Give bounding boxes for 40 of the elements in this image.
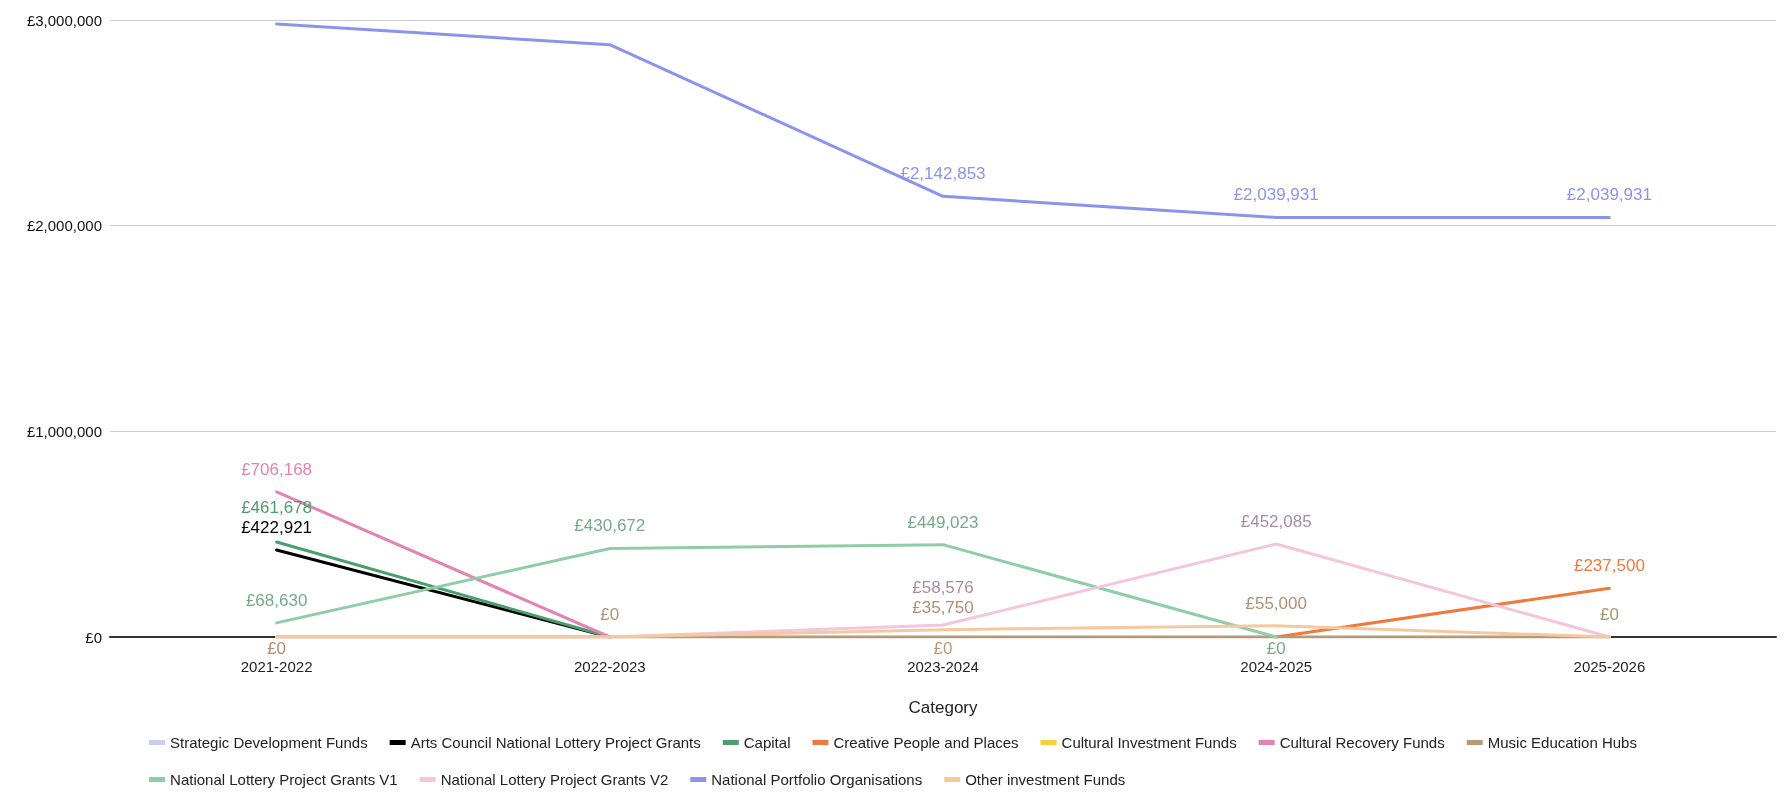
x-axis-title: Category: [908, 698, 978, 717]
x-tick-label: 2025-2026: [1573, 658, 1646, 675]
data-label: £449,023: [907, 512, 979, 532]
data-label: £2,039,931: [1233, 185, 1319, 205]
legend-label: Cultural Recovery Funds: [1279, 734, 1445, 751]
x-tick-label: 2021-2022: [240, 658, 313, 675]
y-tick-label: £0: [85, 628, 102, 646]
data-label: £430,672: [574, 516, 646, 536]
data-label: £58,576: [912, 577, 974, 597]
data-label: £0: [1266, 639, 1286, 658]
data-label: £0: [267, 639, 287, 658]
legend-label: Other investment Funds: [965, 771, 1126, 788]
data-label: £706,168: [241, 459, 313, 479]
legend-label: National Lottery Project Grants V1: [170, 771, 398, 788]
data-label: £0: [1599, 605, 1619, 624]
data-label: £237,500: [1573, 556, 1645, 576]
data-label: £422,921: [241, 518, 313, 538]
y-tick-label: £2,000,000: [26, 217, 102, 235]
data-label: £2,142,853: [900, 164, 986, 184]
data-label: £461,678: [241, 498, 313, 518]
legend-label: Music Education Hubs: [1487, 734, 1637, 751]
data-label: £452,085: [1240, 512, 1312, 532]
data-label: £68,630: [245, 590, 308, 610]
y-tick-label: £3,000,000: [26, 11, 102, 29]
x-tick-label: 2022-2023: [573, 658, 646, 675]
data-label: £0: [933, 639, 953, 658]
legend-label: Creative People and Places: [833, 734, 1019, 751]
x-tick-label: 2024-2025: [1240, 658, 1313, 675]
data-label: £55,000: [1245, 593, 1307, 613]
legend-label: Capital: [743, 734, 791, 751]
y-tick-label: £1,000,000: [26, 422, 102, 440]
legend-label: National Portfolio Organisations: [711, 771, 923, 788]
data-label: £35,750: [912, 597, 974, 617]
legend-label: Arts Council National Lottery Project Grants: [410, 734, 701, 751]
data-label: £0: [600, 605, 620, 624]
legend-label: National Lottery Project Grants V2: [440, 771, 669, 788]
x-tick-label: 2023-2024: [907, 658, 979, 675]
legend-label: Strategic Development Funds: [170, 734, 368, 751]
legend-label: Cultural Investment Funds: [1061, 734, 1237, 751]
data-label: £2,039,931: [1566, 185, 1652, 205]
